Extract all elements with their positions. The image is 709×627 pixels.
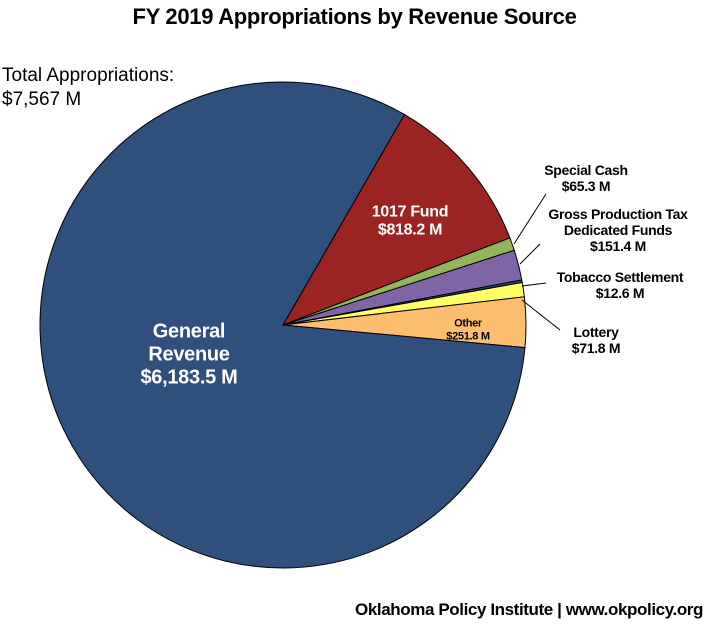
value-label: $251.8 M (446, 330, 490, 342)
value-label: $71.8 M (571, 340, 621, 356)
slice-label: Lottery $71.8 M (546, 324, 646, 356)
category-label: Other (454, 317, 482, 330)
slice-label: Special Cash $65.3 M (526, 162, 646, 194)
category-label: Lottery (573, 323, 619, 340)
slice-label: Other $251.8 M (428, 317, 508, 342)
total-label: Total Appropriations: (2, 65, 175, 86)
leader-line (521, 282, 547, 287)
total-annotation: Total Appropriations: $7,567 M (2, 64, 174, 112)
category-label: 1017 Fund (371, 203, 449, 221)
category-label: Tobacco Settlement (556, 268, 684, 285)
value-label: $818.2 M (377, 222, 443, 239)
leader-line (521, 299, 561, 331)
category-label: Gross Production Tax Dedicated Funds (548, 205, 688, 238)
value-label: $12.6 M (595, 285, 645, 301)
value-label: $65.3 M (561, 178, 611, 194)
total-value: $7,567 M (2, 88, 82, 110)
leader-line (519, 243, 541, 265)
slice-label: Gross Production Tax Dedicated Funds $151… (533, 206, 703, 254)
slice-label: Tobacco Settlement $12.6 M (535, 269, 705, 301)
pie-slice (281, 113, 511, 326)
chart-title: FY 2019 Appropriations by Revenue Source (132, 4, 577, 29)
leader-line (513, 193, 547, 245)
category-label: General Revenue (148, 320, 230, 366)
value-label: $6,183.5 M (140, 366, 238, 389)
category-label: Special Cash (544, 161, 628, 178)
slice-label: 1017 Fund $818.2 M (350, 204, 470, 241)
slice-label: General Revenue $6,183.5 M (129, 321, 249, 390)
source: Oklahoma Policy Institute | www.okpolicy… (355, 600, 703, 619)
value-label: $151.4 M (590, 238, 646, 255)
pie-slice (39, 81, 526, 569)
